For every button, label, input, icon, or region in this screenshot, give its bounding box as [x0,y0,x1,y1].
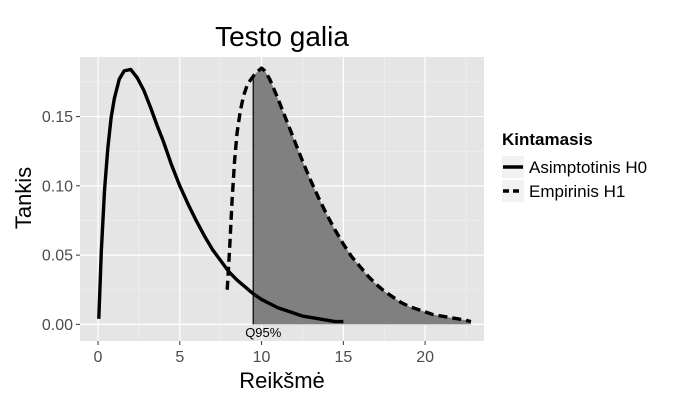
x-axis-ticks: 0 5 10 15 20 [94,341,434,366]
x-axis-title: Reikšmė [239,368,325,393]
x-tick-label: 15 [334,349,352,366]
legend-entry-label: Asimptotinis H0 [529,158,647,177]
series-layer [97,66,472,325]
y-tick-label: 0.15 [42,109,73,126]
y-tick-label: 0.10 [42,178,73,195]
legend-entry-label: Empirinis H1 [529,182,625,201]
y-axis-title: Tankis [11,167,36,229]
y-axis-ticks: 0.00 0.05 0.10 0.15 [42,109,80,334]
shaded-power-area [253,68,471,325]
x-tick-label: 20 [416,349,434,366]
annotation-layer: Q95% [245,325,282,340]
x-tick-label: 0 [94,349,103,366]
y-tick-label: 0.05 [42,248,73,265]
shaded-region-layer [253,68,471,325]
annotation-q95: Q95% [245,325,282,340]
y-tick-label: 0.00 [42,317,73,334]
legend: Kintamasis Asimptotinis H0 Empirinis H1 [502,130,647,202]
x-tick-label: 10 [253,349,271,366]
x-tick-label: 5 [175,349,184,366]
legend-title: Kintamasis [502,130,593,149]
series-line-empirinis-h1 [225,66,472,324]
chart-title: Testo galia [215,21,349,52]
series-line-asimptotinis-h0 [97,67,344,324]
